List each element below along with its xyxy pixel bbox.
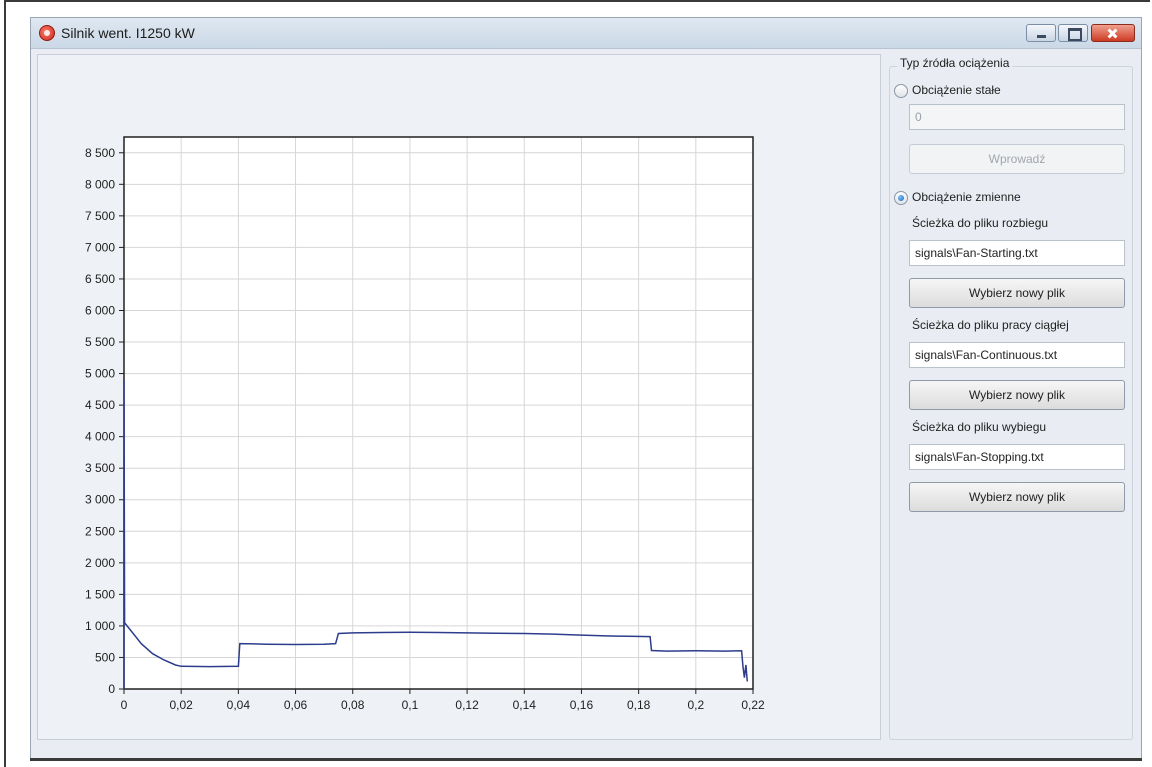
variable-load-radio[interactable] (894, 191, 908, 205)
y-tick-label: 8 500 (85, 146, 115, 160)
y-tick-label: 2 500 (85, 524, 115, 538)
continuous-path-field[interactable]: signals\Fan-Continuous.txt (909, 342, 1125, 368)
coastdown-choose-file-button[interactable]: Wybierz nowy plik (909, 482, 1125, 512)
startup-path-field[interactable]: signals\Fan-Starting.txt (909, 240, 1125, 266)
minimize-button[interactable] (1026, 24, 1056, 42)
chart-panel: 0 0,02 0,04 0,06 0,08 0,1 0,12 0,14 0,16 0,18 0,2 0… (37, 54, 881, 740)
variable-load-label[interactable]: Obciążenie zmienne (912, 190, 1021, 204)
y-tick-label: 3 500 (85, 461, 115, 475)
continuous-path-label: Ścieżka do pliku pracy ciągłej (912, 318, 1069, 332)
y-tick-label: 0 (108, 682, 115, 696)
window-bottom-border (30, 758, 1142, 761)
load-source-group-label: Typ źródła ociążenia (897, 56, 1013, 70)
constant-load-label[interactable]: Obciążenie stałe (912, 83, 1001, 97)
y-tick-label: 2 000 (85, 556, 115, 570)
x-tick-label: 0,18 (627, 698, 651, 712)
maximize-button[interactable] (1058, 24, 1088, 42)
app-window: Silnik went. I1250 kW 0 0,02 0,04 0,06 0,08 0… (30, 17, 1142, 759)
plot-area (124, 137, 753, 689)
title-bar[interactable]: Silnik went. I1250 kW (31, 18, 1141, 49)
coastdown-path-label: Ścieżka do pliku wybiegu (912, 420, 1047, 434)
x-tick-label: 0,04 (227, 698, 251, 712)
x-tick-label: 0,06 (284, 698, 308, 712)
x-tick-label: 0,08 (341, 698, 365, 712)
continuous-choose-file-button[interactable]: Wybierz nowy plik (909, 380, 1125, 410)
x-tick-label: 0,1 (402, 698, 419, 712)
startup-path-label: Ścieżka do pliku rozbiegu (912, 216, 1049, 230)
x-tick-label: 0,2 (687, 698, 704, 712)
y-tick-label: 8 000 (85, 177, 115, 191)
x-tick-label: 0,14 (513, 698, 537, 712)
x-tick-label: 0,12 (455, 698, 479, 712)
y-tick-label: 4 000 (85, 430, 115, 444)
apply-button[interactable]: Wprowadź (909, 144, 1125, 174)
y-tick-label: 7 500 (85, 209, 115, 223)
close-button[interactable] (1091, 24, 1135, 42)
y-tick-label: 500 (95, 650, 115, 664)
series-line (123, 379, 749, 689)
window-title: Silnik went. I1250 kW (61, 25, 195, 41)
outer-frame-top (4, 0, 1150, 2)
coastdown-path-field[interactable]: signals\Fan-Stopping.txt (909, 444, 1125, 470)
y-tick-label: 6 500 (85, 272, 115, 286)
load-source-panel: Typ źródła ociążenia Obciążenie stałe 0 … (889, 54, 1133, 740)
y-tick-label: 1 500 (85, 587, 115, 601)
y-tick-label: 3 000 (85, 493, 115, 507)
outer-frame-left (4, 0, 6, 767)
y-tick-label: 5 000 (85, 367, 115, 381)
constant-load-radio[interactable] (894, 84, 908, 98)
y-tick-label: 1 000 (85, 619, 115, 633)
y-tick-label: 6 000 (85, 303, 115, 317)
constant-load-input[interactable]: 0 (909, 104, 1125, 130)
app-icon (39, 25, 55, 41)
x-tick-label: 0 (121, 698, 128, 712)
startup-choose-file-button[interactable]: Wybierz nowy plik (909, 278, 1125, 308)
x-tick-label: 0,22 (741, 698, 765, 712)
y-tick-label: 7 000 (85, 240, 115, 254)
load-chart: 0 0,02 0,04 0,06 0,08 0,1 0,12 0,14 0,16 0,18 0,2 0… (85, 136, 765, 712)
y-tick-label: 4 500 (85, 398, 115, 412)
x-tick-label: 0,02 (170, 698, 194, 712)
y-tick-label: 5 500 (85, 335, 115, 349)
x-tick-label: 0,16 (570, 698, 594, 712)
